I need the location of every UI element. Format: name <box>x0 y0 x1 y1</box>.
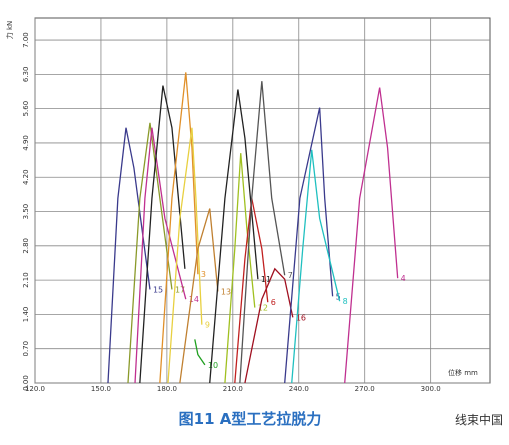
y-tick-label: 2.10 <box>22 272 30 288</box>
x-tick-label: 150.0 <box>91 385 111 393</box>
x-tick-label: 180.0 <box>157 385 177 393</box>
series-line <box>194 339 206 366</box>
y-tick-label: 2.80 <box>22 238 30 254</box>
series-label: 13 <box>221 287 231 296</box>
x-tick-label: 210.0 <box>223 385 243 393</box>
series-label: 9 <box>205 321 210 330</box>
series-label: 14 <box>189 295 199 304</box>
series-label: 17 <box>175 285 185 294</box>
y-tick-label: 6.30 <box>22 67 30 83</box>
series-line <box>127 122 173 384</box>
series-label: 11 <box>261 275 271 284</box>
series-line <box>239 81 286 384</box>
y-tick-label: 3.50 <box>22 204 30 220</box>
series-label: 3 <box>201 270 206 279</box>
series-line <box>284 107 334 384</box>
plot-frame <box>34 17 491 384</box>
series-line <box>234 198 269 384</box>
y-tick-label: 0.00 <box>22 375 30 391</box>
y-tick-label: 7.00 <box>22 32 30 48</box>
series-line <box>179 208 219 384</box>
watermark: 线束中国 <box>455 412 503 427</box>
y-axis-title: 力 kN <box>5 21 14 40</box>
series-label: 4 <box>401 274 406 283</box>
series-label: 12 <box>258 304 268 313</box>
series-line <box>167 127 203 384</box>
caption: 图11 A型工艺拉脱力 <box>179 410 322 428</box>
series-label: 7 <box>288 271 293 280</box>
series-label: 6 <box>271 298 276 307</box>
series-line <box>291 149 341 384</box>
series-label: 8 <box>343 297 348 306</box>
x-tick-label: 300.0 <box>421 385 441 393</box>
series-line <box>209 89 259 384</box>
series-label: 15 <box>153 285 163 294</box>
series-line <box>224 153 256 384</box>
x-tick-label: 270.0 <box>355 385 375 393</box>
series-line <box>134 127 187 384</box>
series-line <box>344 87 399 384</box>
y-tick-label: 0.70 <box>22 341 30 357</box>
series-line <box>139 85 186 384</box>
x-tick-label: 240.0 <box>289 385 309 393</box>
series-line <box>244 267 294 384</box>
series-label: 16 <box>296 313 306 322</box>
y-tick-label: 1.40 <box>22 307 30 323</box>
y-tick-label: 4.90 <box>22 135 30 151</box>
series-line <box>159 72 199 384</box>
y-tick-label: 4.20 <box>22 169 30 185</box>
series-label: 10 <box>208 361 218 370</box>
x-axis-title: 位移 mm <box>448 368 478 377</box>
x-tick-label: 120.0 <box>25 385 45 393</box>
y-tick-label: 5.60 <box>22 101 30 117</box>
